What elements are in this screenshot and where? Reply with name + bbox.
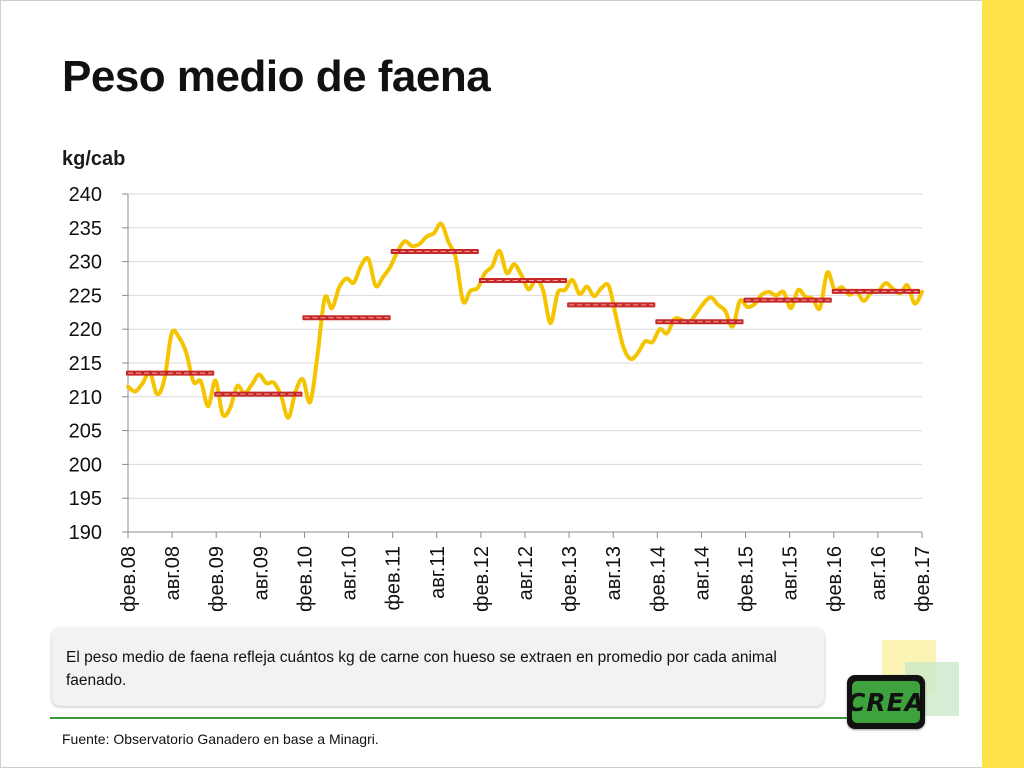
note-text: El peso medio de faena refleja cuántos k… xyxy=(66,649,777,689)
x-tick-label: авг.13 xyxy=(603,546,625,600)
source-text: Fuente: Observatorio Ganadero en base a … xyxy=(62,731,379,747)
x-tick-label: фев.13 xyxy=(559,546,581,612)
y-tick-label: 220 xyxy=(69,319,102,341)
y-tick-label: 205 xyxy=(69,421,102,443)
y-tick-label: 200 xyxy=(69,454,102,476)
x-tick-label: фев.10 xyxy=(294,546,316,612)
x-tick-label: авг.09 xyxy=(250,546,272,600)
y-tick-label: 195 xyxy=(69,488,102,510)
weight-series-line xyxy=(126,221,924,420)
x-tick-label: авг.12 xyxy=(515,546,537,600)
x-tick-label: фев.12 xyxy=(471,546,493,612)
x-tick-label: авг.08 xyxy=(162,546,184,600)
y-tick-label: 210 xyxy=(69,387,102,409)
accent-bar xyxy=(982,0,1024,768)
y-tick-label: 240 xyxy=(69,184,102,206)
line-chart: 240 235 230 225 220 215 210 205 200 195 190 фев.08 а… xyxy=(69,184,934,612)
y-tick-label: 235 xyxy=(69,218,102,240)
crea-logo: CREA xyxy=(847,675,925,729)
y-axis-unit-label: kg/cab xyxy=(62,148,126,170)
slide-title: Peso medio de faena xyxy=(62,52,491,101)
y-tick-label: 225 xyxy=(69,285,102,307)
x-tick-label: авг.16 xyxy=(868,546,890,600)
x-tick-label: фев.15 xyxy=(736,546,758,612)
note-box: El peso medio de faena refleja cuántos k… xyxy=(52,628,824,706)
x-tick-label: фев.17 xyxy=(912,546,934,612)
x-tick-label: фев.08 xyxy=(118,546,140,612)
crea-logo-badge: CREA xyxy=(847,681,924,723)
crea-logo-text: CREA xyxy=(846,687,926,717)
x-tick-label: авг.14 xyxy=(691,546,713,600)
y-tick-label: 190 xyxy=(69,522,102,544)
x-tick-label: фев.14 xyxy=(647,546,669,612)
x-tick-label: авг.15 xyxy=(780,546,802,600)
x-tick-label: авг.10 xyxy=(339,546,361,600)
x-tick-label: авг.11 xyxy=(427,546,449,599)
y-tick-label: 215 xyxy=(69,353,102,375)
x-tick-label: фев.16 xyxy=(824,546,846,612)
x-tick-label: фев.11 xyxy=(383,546,405,611)
x-tick-label: фев.09 xyxy=(206,546,228,612)
y-tick-label: 230 xyxy=(69,252,102,274)
divider-line xyxy=(50,717,862,719)
